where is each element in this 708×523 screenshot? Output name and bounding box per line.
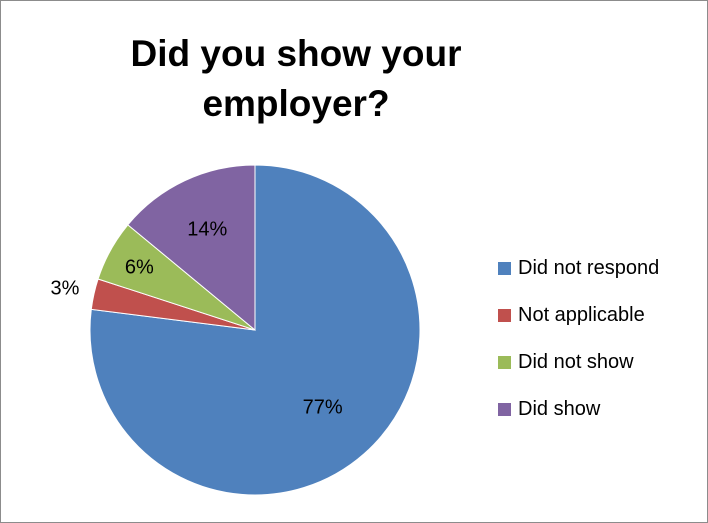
legend-swatch-did-show [498, 402, 511, 416]
legend-label-did-not-respond: Did not respond [518, 256, 660, 279]
legend-item-did-not-show: Did not show [498, 350, 703, 374]
legend: Did not respond Not applicable Did not s… [498, 256, 703, 444]
legend-item-not-applicable: Not applicable [498, 303, 703, 327]
legend-label-did-not-show: Did not show [518, 350, 634, 373]
pie-label-not-applicable: 3% [51, 278, 80, 300]
legend-label-did-show: Did show [518, 397, 601, 420]
chart-title: Did you show your employer? [61, 29, 531, 129]
legend-swatch-not-applicable [498, 308, 511, 322]
legend-item-did-not-respond: Did not respond [498, 256, 703, 280]
legend-swatch-did-not-respond [498, 261, 511, 275]
pie-label-did-show: 14% [187, 218, 227, 240]
chart-title-line-1: Did you show your [130, 33, 462, 74]
pie-label-did-not-show: 6% [125, 256, 154, 278]
legend-swatch-did-not-show [498, 355, 511, 369]
legend-label-not-applicable: Not applicable [518, 303, 645, 326]
pie-label-did-not-respond: 77% [303, 397, 343, 419]
legend-item-did-show: Did show [498, 397, 703, 421]
pie-slice-did-not-respond [89, 164, 421, 496]
pie-slice-did-show [127, 164, 256, 332]
chart-title-line-2: employer? [202, 83, 390, 124]
